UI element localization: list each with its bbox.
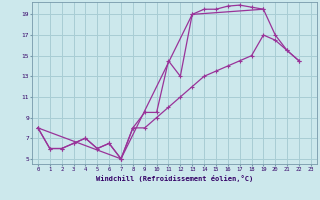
X-axis label: Windchill (Refroidissement éolien,°C): Windchill (Refroidissement éolien,°C) (96, 175, 253, 182)
